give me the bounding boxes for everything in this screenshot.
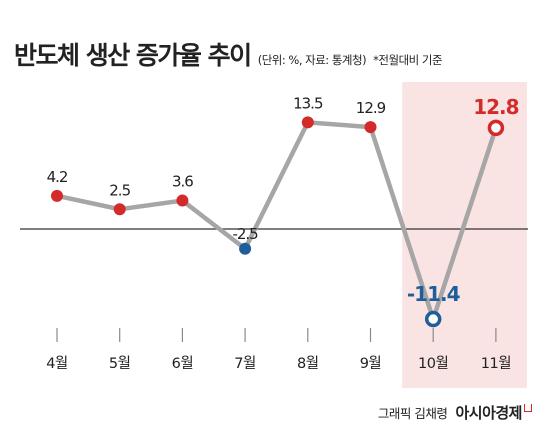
brand-mark-icon [524, 404, 532, 412]
x-tick-label-2: 5월 [109, 355, 131, 372]
unit-note: (단위: %, 자료: 통계청) [257, 53, 367, 67]
data-point-8 [487, 119, 505, 137]
data-label-4: -2.5 [232, 225, 258, 243]
x-tick-label-6: 9월 [360, 355, 382, 372]
data-point-4 [239, 242, 252, 255]
x-tick-label-3: 6월 [172, 355, 194, 372]
highlight-band [402, 82, 527, 388]
data-label-1: 4.2 [47, 168, 68, 186]
data-label-6: 12.9 [356, 99, 386, 117]
credit-brand: 아시아경제 [455, 404, 522, 422]
data-point-6 [364, 121, 377, 134]
basis-note: *전월대비 기준 [373, 53, 443, 67]
data-point-7 [424, 310, 442, 328]
x-tick-label-1: 4월 [46, 355, 68, 372]
data-point-1 [51, 189, 63, 202]
data-label-2: 2.5 [109, 181, 130, 199]
x-tick-label-5: 8월 [297, 355, 319, 372]
x-tick-label-7: 10월 [418, 355, 448, 372]
data-point-2 [113, 203, 126, 216]
x-tick-label-4: 7월 [234, 355, 256, 372]
data-point-5 [301, 116, 314, 129]
data-label-5: 13.5 [293, 94, 323, 112]
series-line [54, 120, 499, 322]
data-label-3: 3.6 [172, 173, 193, 191]
chart-title-row: 반도체 생산 증가율 추이 (단위: %, 자료: 통계청) *전월대비 기준 [14, 36, 443, 72]
credit: 그래픽 김채령 아시아경제 [377, 402, 532, 423]
chart-title: 반도체 생산 증가율 추이 [14, 41, 252, 70]
data-label-8: 12.8 [473, 95, 518, 119]
data-point-3 [176, 194, 189, 207]
credit-author: 그래픽 김채령 [377, 406, 448, 421]
data-label-7: -11.4 [407, 282, 460, 306]
x-tick-label-8: 11월 [481, 355, 511, 372]
